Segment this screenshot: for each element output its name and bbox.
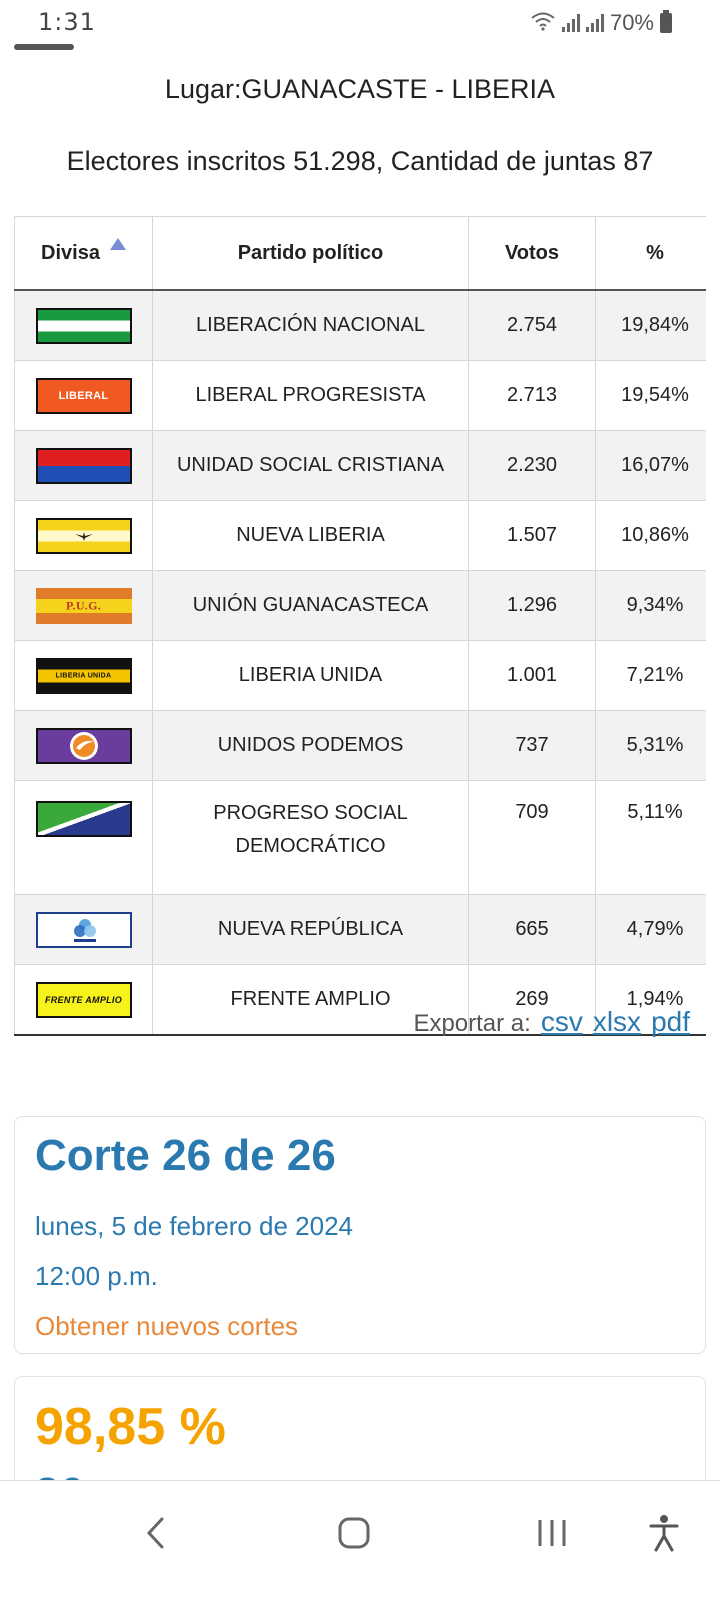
- flag-union-guanacasteca-icon: P.U.G.: [35, 587, 132, 624]
- party-name: UNIDAD SOCIAL CRISTIANA: [152, 430, 469, 501]
- table-row: UNIDAD SOCIAL CRISTIANA 2.230 16,07%: [14, 430, 706, 501]
- corte-title: Corte 26 de 26: [35, 1131, 336, 1180]
- table-row: NUEVA REPÚBLICA 665 4,79%: [14, 894, 706, 965]
- party-votes: 1.001: [468, 640, 596, 711]
- results-table-container[interactable]: Divisa Partido político Votos % LIBERACI…: [14, 216, 706, 1036]
- header-votos[interactable]: Votos: [468, 216, 596, 291]
- page-title: Lugar:GUANACASTE - LIBERIA: [164, 74, 556, 104]
- party-votes: 2.713: [468, 360, 596, 431]
- party-percent: 19,54%: [595, 360, 706, 431]
- back-icon[interactable]: [126, 1505, 186, 1561]
- export-csv-link[interactable]: csv: [540, 1006, 583, 1037]
- table-row: NUEVA LIBERIA 1.507 10,86%: [14, 500, 706, 571]
- corte-card: Corte 26 de 26 lunes, 5 de febrero de 20…: [14, 1116, 706, 1354]
- party-name: LIBERACIÓN NACIONAL: [152, 289, 469, 361]
- party-percent: 7,21%: [595, 640, 706, 711]
- party-name: NUEVA REPÚBLICA: [152, 894, 469, 965]
- flag-liberacion-nacional-icon: [35, 307, 132, 344]
- party-percent: 5,11%: [595, 780, 706, 895]
- table-row: LIBERIA UNIDA LIBERIA UNIDA 1.001 7,21%: [14, 640, 706, 711]
- wifi-icon: [530, 11, 556, 36]
- corte-date: lunes, 5 de febrero de 2024: [35, 1211, 354, 1241]
- table-header-row: Divisa Partido político Votos %: [14, 216, 706, 291]
- party-name: PROGRESO SOCIAL DEMOCRÁTICO: [152, 780, 469, 895]
- results-table: Divisa Partido político Votos % LIBERACI…: [14, 216, 706, 1036]
- table-row: LIBERAL LIBERAL PROGRESISTA 2.713 19,54%: [14, 360, 706, 431]
- export-label: Exportar a:: [413, 1010, 531, 1037]
- corte-time: 12:00 p.m.: [35, 1261, 158, 1291]
- system-nav-bar: [0, 1480, 720, 1601]
- flag-nueva-liberia-icon: [35, 517, 132, 554]
- flag-liberal-progresista-icon: LIBERAL: [35, 377, 132, 414]
- party-votes: 665: [468, 894, 596, 965]
- table-row: P.U.G. UNIÓN GUANACASTECA 1.296 9,34%: [14, 570, 706, 641]
- header-porcentaje[interactable]: %: [595, 216, 706, 291]
- party-votes: 1.507: [468, 500, 596, 571]
- export-xlsx-link[interactable]: xlsx: [592, 1006, 642, 1037]
- table-row: FRENTE AMPLIO FRENTE AMPLIO 269 1,94%: [14, 964, 706, 1036]
- flag-liberia-unida-icon: LIBERIA UNIDA: [35, 657, 132, 694]
- table-row: UNIDOS PODEMOS 737 5,31%: [14, 710, 706, 781]
- export-bar: Exportar a: csv xlsx pdf: [413, 1006, 690, 1038]
- flag-progreso-social-democratico-icon: [35, 801, 132, 837]
- accessibility-icon[interactable]: [634, 1505, 694, 1561]
- party-percent: 9,34%: [595, 570, 706, 641]
- home-icon[interactable]: [324, 1505, 384, 1561]
- party-votes: 737: [468, 710, 596, 781]
- flag-unidad-social-cristiana-icon: [35, 447, 132, 484]
- party-name: FRENTE AMPLIO: [152, 964, 469, 1036]
- flag-unidos-podemos-icon: [35, 727, 132, 764]
- status-time: 1:31: [38, 8, 96, 36]
- party-votes: 2.230: [468, 430, 596, 501]
- party-name: UNIÓN GUANACASTECA: [152, 570, 469, 641]
- party-votes: 269: [468, 964, 596, 1036]
- signal-icon: [585, 14, 604, 32]
- status-bar: 1:31 70%: [0, 0, 720, 46]
- flag-nueva-republica-icon: [35, 911, 132, 948]
- drag-handle[interactable]: [14, 44, 74, 50]
- party-percent: 16,07%: [595, 430, 706, 501]
- battery-icon: [660, 10, 672, 33]
- party-percent: 4,79%: [595, 894, 706, 965]
- party-name: NUEVA LIBERIA: [152, 500, 469, 571]
- table-row: PROGRESO SOCIAL DEMOCRÁTICO 709 5,11%: [14, 780, 706, 895]
- party-percent: 1,94%: [595, 964, 706, 1036]
- party-name: LIBERIA UNIDA: [152, 640, 469, 711]
- table-row: LIBERACIÓN NACIONAL 2.754 19,84%: [14, 289, 706, 361]
- party-votes: 1.296: [468, 570, 596, 641]
- status-icons: 70%: [530, 10, 672, 36]
- battery-percent: 70%: [609, 10, 654, 35]
- party-percent: 19,84%: [595, 289, 706, 361]
- flag-frente-amplio-icon: FRENTE AMPLIO: [35, 981, 132, 1018]
- obtener-cortes-link[interactable]: Obtener nuevos cortes: [35, 1311, 299, 1341]
- sort-asc-icon[interactable]: [109, 237, 126, 250]
- export-pdf-link[interactable]: pdf: [651, 1006, 690, 1037]
- header-divisa[interactable]: Divisa: [14, 216, 153, 291]
- recents-icon[interactable]: [522, 1505, 582, 1561]
- signal-icon: [561, 14, 580, 32]
- progress-percent: 98,85 %: [35, 1398, 226, 1456]
- party-name: UNIDOS PODEMOS: [152, 710, 469, 781]
- party-percent: 10,86%: [595, 500, 706, 571]
- party-percent: 5,31%: [595, 710, 706, 781]
- party-name: LIBERAL PROGRESISTA: [152, 360, 469, 431]
- party-votes: 709: [468, 780, 596, 895]
- electores-summary: Electores inscritos 51.298, Cantidad de …: [66, 146, 654, 176]
- party-votes: 2.754: [468, 289, 596, 361]
- header-partido[interactable]: Partido político: [152, 216, 469, 291]
